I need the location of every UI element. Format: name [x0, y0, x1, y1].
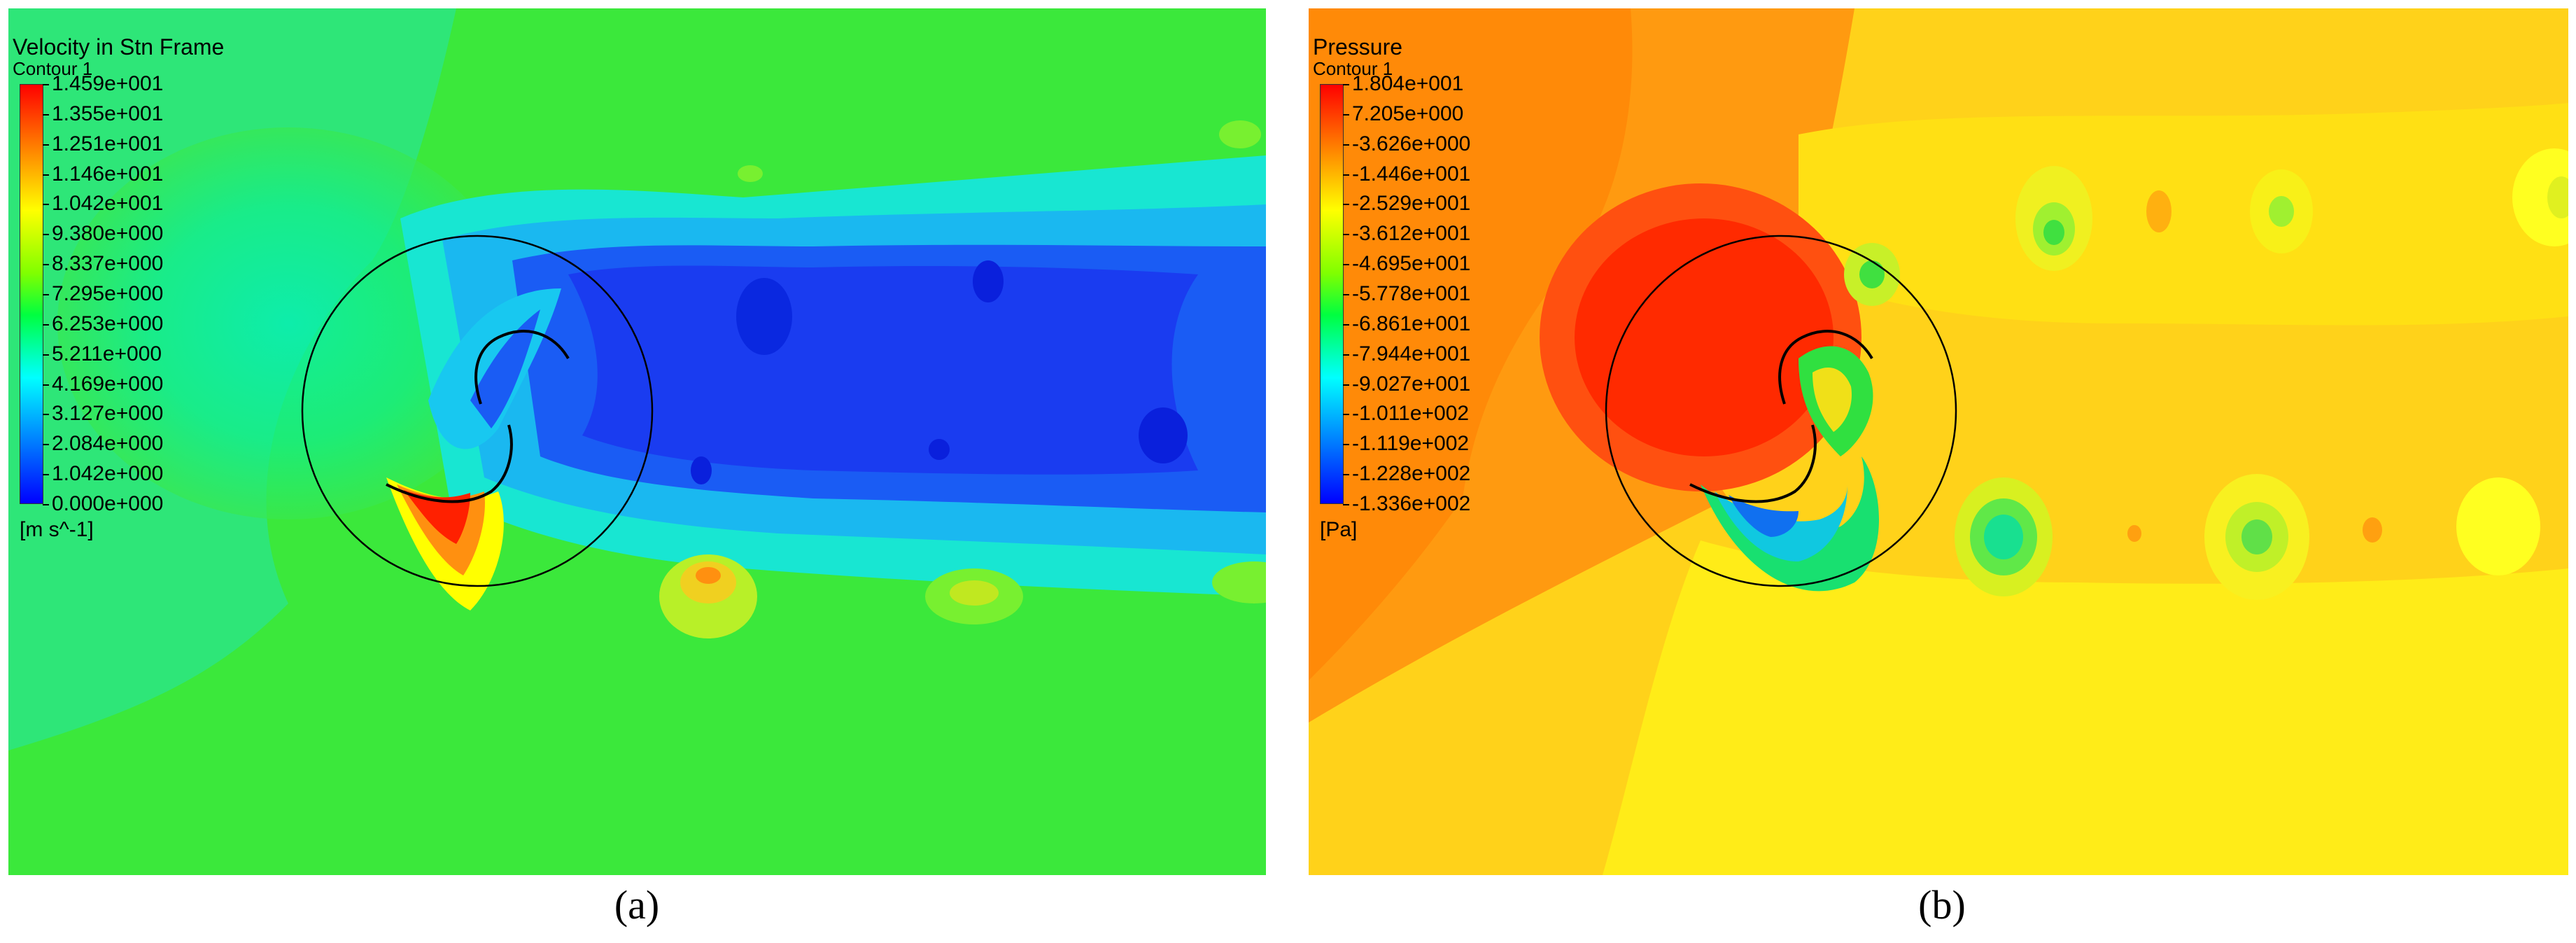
pressure-tick: -7.944e+001 [1342, 342, 1471, 365]
pressure-tick: -1.336e+002 [1342, 492, 1471, 515]
pressure-tick: 7.205e+000 [1342, 102, 1464, 125]
pressure-tick: -3.612e+001 [1342, 222, 1471, 246]
velocity-contour-field [8, 8, 1266, 875]
pressure-color-scale: 1.804e+001 7.205e+000 -3.626e+000 -1.446… [1313, 72, 1470, 541]
velocity-tick: 0.000e+000 [42, 492, 164, 515]
caption-b: (b) [1918, 882, 1966, 928]
velocity-tick: 3.127e+000 [42, 402, 164, 426]
velocity-tick: 1.251e+001 [42, 132, 164, 155]
velocity-legend: Velocity in Stn Frame Contour 1 1.459e+0… [13, 34, 225, 541]
pressure-colorbar [1320, 84, 1344, 504]
pressure-tick: -1.011e+002 [1342, 402, 1470, 426]
caption-a: (a) [614, 882, 660, 928]
velocity-tick: 1.355e+001 [42, 102, 164, 125]
velocity-tick: 2.084e+000 [42, 432, 164, 456]
pressure-tick: -1.119e+002 [1342, 432, 1470, 456]
pressure-tick: -5.778e+001 [1342, 282, 1471, 305]
pressure-legend-title: Pressure [1313, 34, 1403, 60]
pressure-contour-panel: Pressure Contour 1 1.804e+001 7.205e+000… [1309, 8, 2568, 875]
velocity-tick: 1.146e+001 [42, 162, 164, 186]
pressure-tick: 1.804e+001 [1342, 72, 1464, 95]
velocity-colorbar [20, 84, 43, 504]
pressure-contour-field [1309, 8, 2568, 875]
velocity-color-scale: 1.459e+001 1.355e+001 1.251e+001 1.146e+… [13, 72, 224, 541]
pressure-tick: -1.228e+002 [1342, 462, 1471, 486]
velocity-tick: 1.042e+001 [42, 192, 164, 216]
velocity-tick: 6.253e+000 [42, 312, 164, 335]
velocity-legend-title: Velocity in Stn Frame [13, 34, 225, 60]
pressure-legend-subtitle: Contour 1 [1313, 58, 1393, 79]
velocity-tick: 4.169e+000 [42, 372, 164, 396]
pressure-tick: -9.027e+001 [1342, 372, 1471, 396]
pressure-legend: Pressure Contour 1 1.804e+001 7.205e+000… [1313, 34, 1470, 541]
pressure-tick: -2.529e+001 [1342, 192, 1471, 216]
pressure-unit-label: [Pa] [1320, 518, 1358, 541]
velocity-tick: 1.042e+000 [42, 462, 164, 486]
pressure-tick: -6.861e+001 [1342, 312, 1471, 335]
velocity-unit-label: [m s^-1] [20, 518, 94, 541]
pressure-tick: -1.446e+001 [1342, 162, 1471, 186]
pressure-tick: -4.695e+001 [1342, 252, 1471, 276]
pressure-tick: -3.626e+000 [1342, 132, 1471, 155]
velocity-tick: 7.295e+000 [42, 282, 164, 305]
velocity-tick: 8.337e+000 [42, 252, 164, 276]
velocity-tick: 5.211e+000 [42, 342, 162, 365]
velocity-tick: 9.380e+000 [42, 222, 164, 246]
velocity-tick: 1.459e+001 [42, 72, 164, 95]
velocity-legend-subtitle: Contour 1 [13, 58, 93, 79]
velocity-contour-panel: Velocity in Stn Frame Contour 1 1.459e+0… [8, 8, 1266, 875]
